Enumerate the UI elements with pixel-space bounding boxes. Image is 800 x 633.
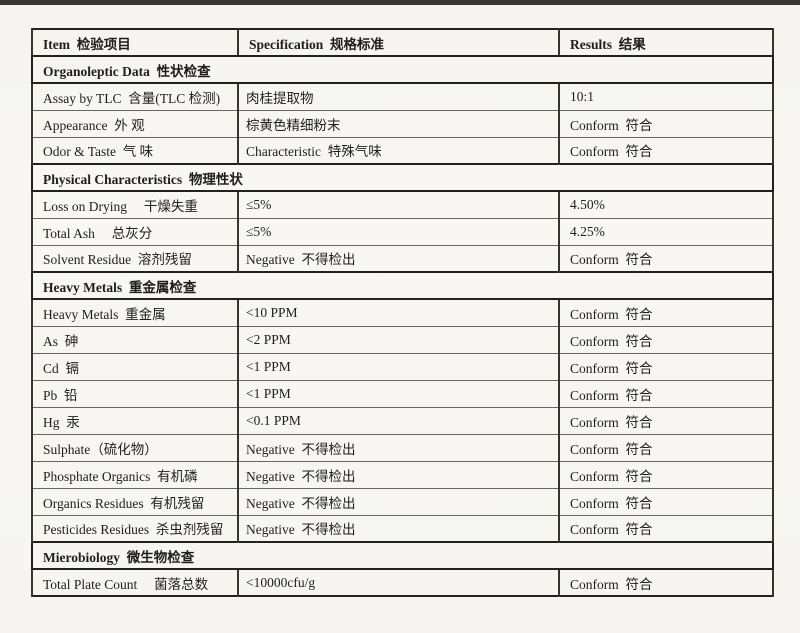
header-row: Item 检验项目 Specification 规格标准 Results 结果 (31, 28, 774, 57)
item-cell: As 砷 (31, 325, 239, 354)
spec-cell: ≤5% (237, 190, 560, 219)
result-cell: Conform 符合 (558, 406, 774, 435)
spec-cell: ≤5% (237, 217, 560, 246)
result-cell: Conform 符合 (558, 433, 774, 462)
spec-cell: <2 PPM (237, 325, 560, 354)
result-cell: Conform 符合 (558, 379, 774, 408)
result-cell: Conform 符合 (558, 352, 774, 381)
result-cell: Conform 符合 (558, 568, 774, 597)
result-cell: 4.50% (558, 190, 774, 219)
spec-cell: 棕黄色精细粉末 (237, 109, 560, 138)
item-cell: Total Plate Count 菌落总数 (31, 568, 239, 597)
table-row: Organics Residues 有机残留 Negative 不得检出 Confo… (31, 487, 774, 516)
result-cell: Conform 符合 (558, 244, 774, 273)
table-row: Solvent Residue 溶剂残留 Negative 不得检出 Conform… (31, 244, 774, 273)
result-cell: Conform 符合 (558, 325, 774, 354)
section-row: Physical Characteristics 物理性状 (31, 163, 774, 192)
item-cell: Sulphate（硫化物） (31, 433, 239, 462)
item-cell: Odor & Taste 气 味 (31, 136, 239, 165)
item-cell: Loss on Drying 干燥失重 (31, 190, 239, 219)
item-cell: Assay by TLC 含量(TLC 检测) (31, 82, 239, 111)
table-row: Total Plate Count 菌落总数 <10000cfu/g Conform… (31, 568, 774, 597)
column-header-item: Item 检验项目 (31, 28, 239, 57)
result-cell: 10:1 (558, 82, 774, 111)
item-cell: Pesticides Residues 杀虫剂残留 (31, 514, 239, 543)
coa-table-header: Item 检验项目 Specification 规格标准 Results 结果 (31, 28, 774, 57)
item-cell: Pb 铅 (31, 379, 239, 408)
spec-cell: Negative 不得检出 (237, 514, 560, 543)
result-cell: Conform 符合 (558, 109, 774, 138)
section-row: Organoleptic Data 性状检查 (31, 55, 774, 84)
table-row: Sulphate（硫化物） Negative 不得检出 Conform 符合 (31, 433, 774, 462)
spec-cell: Negative 不得检出 (237, 244, 560, 273)
table-row: As 砷 <2 PPM Conform 符合 (31, 325, 774, 354)
spec-cell: Negative 不得检出 (237, 460, 560, 489)
item-cell: Organics Residues 有机残留 (31, 487, 239, 516)
table-row: Hg 汞 <0.1 PPM Conform 符合 (31, 406, 774, 435)
section-label: Physical Characteristics 物理性状 (31, 163, 774, 192)
section-label: Mierobiology 微生物检查 (31, 541, 774, 570)
section-row: Heavy Metals 重金属检查 (31, 271, 774, 300)
item-cell: Phosphate Organics 有机磷 (31, 460, 239, 489)
result-cell: Conform 符合 (558, 460, 774, 489)
table-row: Phosphate Organics 有机磷 Negative 不得检出 Confo… (31, 460, 774, 489)
table-row: Assay by TLC 含量(TLC 检测) 肉桂提取物 10:1 (31, 82, 774, 111)
spec-cell: <10 PPM (237, 298, 560, 327)
table-row: Heavy Metals 重金属 <10 PPM Conform 符合 (31, 298, 774, 327)
spec-cell: <1 PPM (237, 379, 560, 408)
table-row: Appearance 外 观棕黄色精细粉末 Conform 符合 (31, 109, 774, 138)
table-row: Odor & Taste 气 味 Characteristic 特殊气味 Confo… (31, 136, 774, 165)
section-label: Organoleptic Data 性状检查 (31, 55, 774, 84)
section-label: Heavy Metals 重金属检查 (31, 271, 774, 300)
result-cell: Conform 符合 (558, 136, 774, 165)
result-cell: Conform 符合 (558, 298, 774, 327)
table-row: Pesticides Residues 杀虫剂残留 Negative 不得检出 Co… (31, 514, 774, 543)
table-row: Loss on Drying 干燥失重 ≤5% 4.50% (31, 190, 774, 219)
result-cell: Conform 符合 (558, 514, 774, 543)
section-row: Mierobiology 微生物检查 (31, 541, 774, 570)
spec-cell: Characteristic 特殊气味 (237, 136, 560, 165)
scan-edge-artifact (0, 0, 800, 5)
coa-table: Item 检验项目 Specification 规格标准 Results 结果 … (31, 28, 774, 597)
spec-cell: Negative 不得检出 (237, 433, 560, 462)
column-header-specification: Specification 规格标准 (237, 28, 560, 57)
table-row: Cd 镉 <1 PPM Conform 符合 (31, 352, 774, 381)
spec-cell: 肉桂提取物 (237, 82, 560, 111)
result-cell: 4.25% (558, 217, 774, 246)
spec-cell: <10000cfu/g (237, 568, 560, 597)
item-cell: Solvent Residue 溶剂残留 (31, 244, 239, 273)
column-header-results: Results 结果 (558, 28, 774, 57)
spec-cell: <0.1 PPM (237, 406, 560, 435)
coa-table-body: Organoleptic Data 性状检查 Assay by TLC 含量(TL… (31, 55, 774, 597)
item-cell: Total Ash 总灰分 (31, 217, 239, 246)
spec-cell: Negative 不得检出 (237, 487, 560, 516)
result-cell: Conform 符合 (558, 487, 774, 516)
item-cell: Cd 镉 (31, 352, 239, 381)
spec-cell: <1 PPM (237, 352, 560, 381)
table-row: Pb 铅 <1 PPM Conform 符合 (31, 379, 774, 408)
item-cell: Heavy Metals 重金属 (31, 298, 239, 327)
item-cell: Appearance 外 观 (31, 109, 239, 138)
table-row: Total Ash 总灰分 ≤5% 4.25% (31, 217, 774, 246)
item-cell: Hg 汞 (31, 406, 239, 435)
